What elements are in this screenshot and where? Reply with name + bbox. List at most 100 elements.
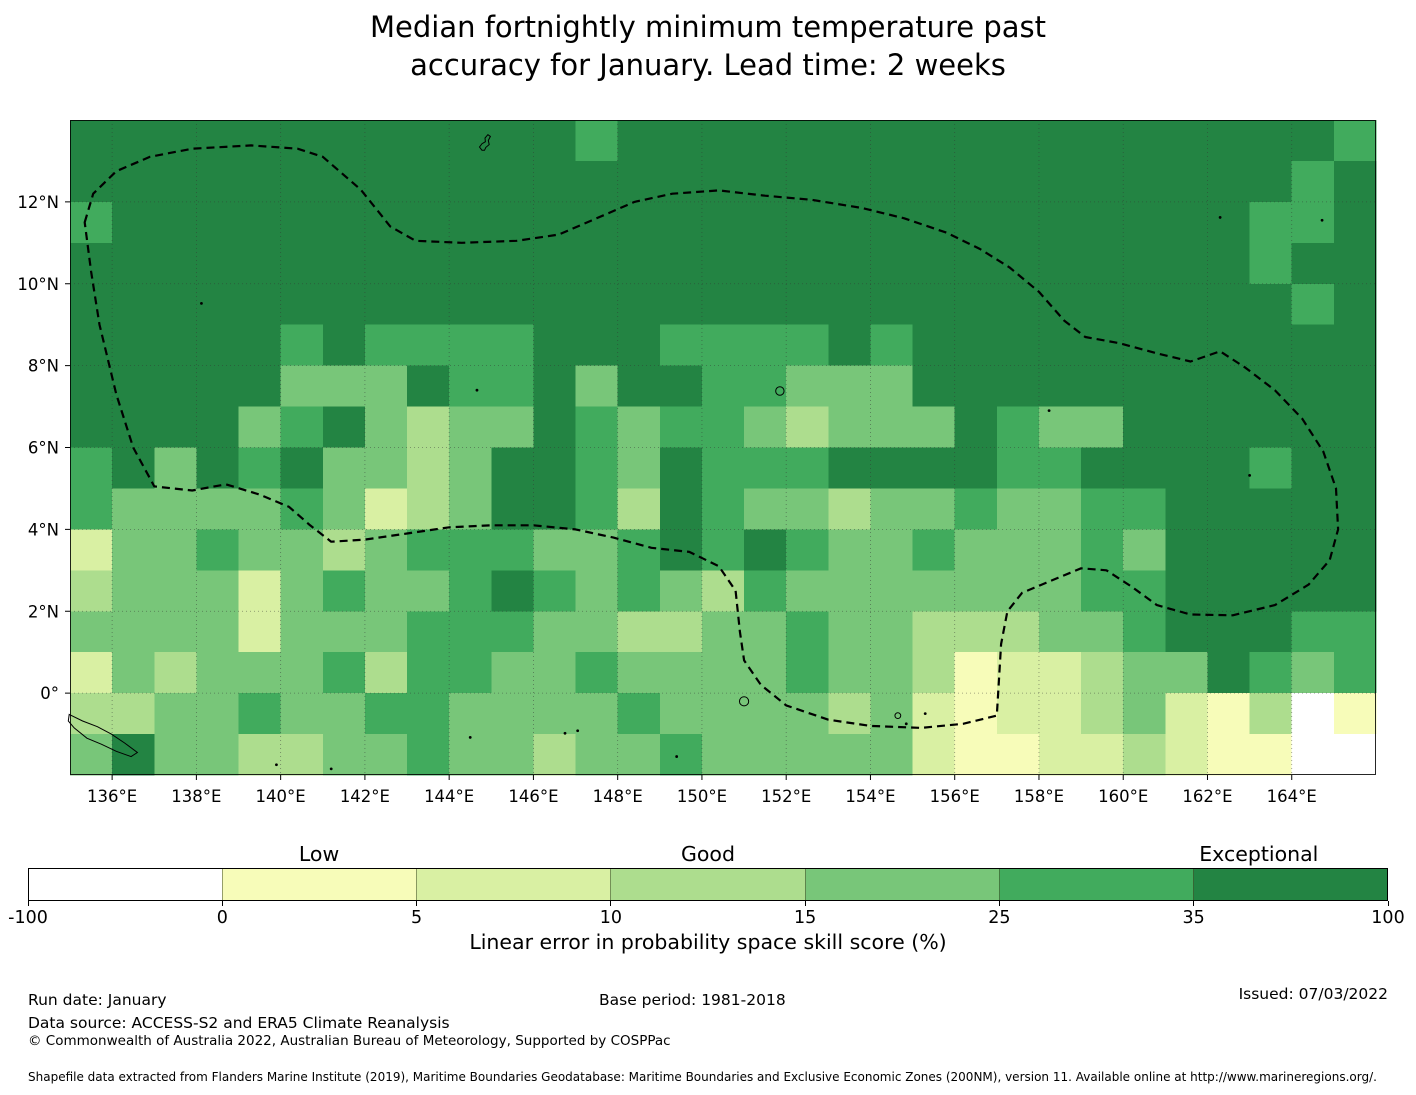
- heatmap-cell: [491, 693, 534, 735]
- island-dot: [1320, 218, 1324, 222]
- heatmap-cell: [533, 488, 577, 530]
- heatmap-cell: [1207, 570, 1251, 612]
- heatmap-cell: [491, 529, 534, 571]
- heatmap-cell: [280, 529, 324, 571]
- heatmap-cell: [659, 652, 703, 694]
- heatmap-cell: [1165, 201, 1208, 244]
- heatmap-cell: [954, 529, 998, 571]
- heatmap-cell: [449, 529, 492, 571]
- x-axis-tick-label: 152°E: [761, 787, 811, 806]
- heatmap-cell: [112, 570, 155, 612]
- heatmap-cell: [744, 406, 787, 448]
- heatmap-cell: [1081, 365, 1124, 408]
- heatmap-cell: [154, 611, 197, 653]
- heatmap-cell: [196, 324, 240, 367]
- heatmap-cell: [996, 406, 1040, 448]
- heatmap-cell: [533, 242, 577, 285]
- heatmap-cell: [617, 201, 661, 244]
- heatmap-cell: [533, 120, 577, 162]
- heatmap-cell: [828, 365, 871, 408]
- heatmap-cell: [449, 283, 492, 326]
- heatmap-cell: [322, 160, 366, 203]
- heatmap-cell: [407, 283, 450, 326]
- heatmap-cell: [449, 693, 492, 735]
- heatmap-cell: [996, 324, 1040, 367]
- heatmap-cell: [617, 406, 661, 448]
- heatmap-cell: [154, 652, 197, 694]
- heatmap-cell: [322, 488, 366, 530]
- heatmap-cell: [112, 160, 155, 203]
- heatmap-cell: [744, 283, 787, 326]
- heatmap-cell: [912, 242, 956, 285]
- heatmap-cell: [659, 160, 703, 203]
- heatmap-cell: [1291, 447, 1335, 489]
- heatmap-cell: [449, 447, 492, 489]
- heatmap-cell: [1165, 242, 1208, 285]
- heatmap-cell: [1333, 570, 1377, 612]
- heatmap-cell: [407, 242, 450, 285]
- heatmap-cell: [1038, 693, 1082, 735]
- heatmap-cell: [491, 488, 534, 530]
- heatmap-cell: [912, 447, 956, 489]
- colorbar-segment-10-15: [610, 869, 805, 900]
- heatmap-cell: [786, 365, 829, 408]
- heatmap-cell: [659, 734, 703, 776]
- heatmap-cell: [491, 365, 534, 408]
- heatmap-cell: [1123, 365, 1166, 408]
- heatmap-cell: [996, 160, 1040, 203]
- heatmap-cell: [280, 488, 324, 530]
- heatmap-cell: [701, 529, 745, 571]
- heatmap-cell: [828, 242, 871, 285]
- heatmap-cell: [870, 242, 914, 285]
- guam-island-outline: [478, 134, 492, 151]
- heatmap-cell: [196, 201, 240, 244]
- island-dot: [904, 722, 908, 726]
- heatmap-cell: [575, 570, 619, 612]
- heatmap-cell: [1123, 324, 1166, 367]
- heatmap-cell: [449, 242, 492, 285]
- heatmap-cell: [238, 160, 282, 203]
- heatmap-cell: [744, 324, 787, 367]
- heatmap-cell: [786, 693, 829, 735]
- heatmap-cell: [744, 611, 787, 653]
- chart-title-line1: Median fortnightly minimum temperature p…: [370, 10, 1046, 44]
- colorbar-segment-5-10: [416, 869, 611, 900]
- heatmap-cell: [154, 201, 197, 244]
- heatmap-cell: [786, 201, 829, 244]
- heatmap-cell: [1291, 652, 1335, 694]
- heatmap-cell: [1249, 406, 1293, 448]
- heatmap-cell: [407, 365, 450, 408]
- heatmap-cell: [280, 734, 324, 776]
- heatmap-cell: [1038, 201, 1082, 244]
- heatmap-cell: [1291, 283, 1335, 326]
- heatmap-cell: [1123, 611, 1166, 653]
- island-dot: [1047, 409, 1051, 413]
- heatmap-cell: [786, 447, 829, 489]
- colorbar-axis-label: Linear error in probability space skill …: [469, 930, 947, 954]
- island-dot: [675, 755, 679, 758]
- heatmap-cell: [154, 529, 197, 571]
- heatmap-cell: [533, 611, 577, 653]
- heatmap-cell: [449, 406, 492, 448]
- heatmap-cell: [701, 406, 745, 448]
- heatmap-cell: [575, 406, 619, 448]
- heatmap-cell: [870, 120, 914, 162]
- heatmap-cell: [449, 652, 492, 694]
- heatmap-cell: [280, 201, 324, 244]
- heatmap-cell: [238, 488, 282, 530]
- heatmap-cell: [1291, 734, 1335, 776]
- x-axis-tick-label: 150°E: [677, 787, 727, 806]
- heatmap-cell: [364, 160, 408, 203]
- heatmap-cell: [407, 160, 450, 203]
- x-axis-tick-label: 160°E: [1098, 787, 1148, 806]
- heatmap-cell: [954, 365, 998, 408]
- heatmap-cell: [1165, 734, 1208, 776]
- heatmap-cell: [828, 611, 871, 653]
- colorbar-tick-label: 35: [1182, 908, 1205, 928]
- heatmap-cell: [1038, 652, 1082, 694]
- heatmap-cell: [1123, 529, 1166, 571]
- heatmap-cell: [533, 447, 577, 489]
- heatmap-cell: [1038, 283, 1082, 326]
- heatmap-cell: [912, 283, 956, 326]
- heatmap-cell: [1333, 734, 1377, 776]
